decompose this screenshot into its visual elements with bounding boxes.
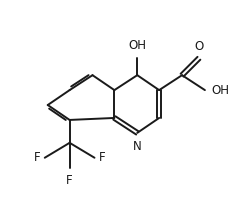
Text: N: N	[133, 140, 142, 153]
Text: F: F	[66, 174, 73, 187]
Text: F: F	[34, 151, 41, 164]
Text: O: O	[194, 40, 204, 53]
Text: OH: OH	[212, 83, 230, 97]
Text: F: F	[99, 151, 105, 164]
Text: OH: OH	[128, 39, 146, 52]
